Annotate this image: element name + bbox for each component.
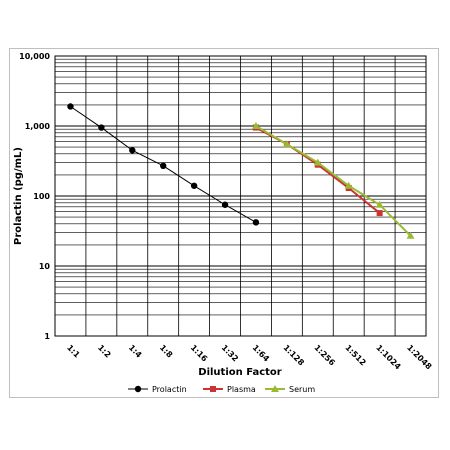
x-tick-label: 1:2 [96,343,113,360]
data-point [221,201,229,208]
x-tick-label: 1:64 [251,343,272,364]
data-point [160,162,167,170]
x-tick-label: 1:32 [220,343,240,363]
legend-label: Serum [289,385,315,394]
data-point [282,140,291,148]
x-tick-label: 1:16 [189,343,210,364]
legend-label: Plasma [227,385,256,394]
series-line [255,125,412,237]
series-line [255,126,381,214]
x-tick-label: 1:2048 [405,343,434,372]
chart-frame [9,48,439,398]
data-point [190,182,198,189]
x-tick-label: 1:8 [158,343,175,360]
x-tick-label: 1:4 [127,343,144,360]
series-layer [67,103,415,239]
y-tick-label: 1,000 [25,122,51,131]
y-tick-label: 1 [44,332,50,341]
y-tick-label: 100 [33,192,50,201]
data-point [344,181,353,189]
data-point [129,147,136,154]
data-point [375,200,384,208]
y-tick-label: 10 [39,262,51,271]
x-tick-label: 1:128 [281,343,306,368]
data-point [271,385,279,392]
series-plasma [252,124,383,217]
legend-label: Prolactin [152,385,187,394]
legend-item-serum: Serum [265,385,315,394]
data-point [406,231,415,239]
y-axis-title: Prolactin (pg/mL) [13,147,24,245]
x-tick-label: 1:512 [343,343,367,367]
legend: Prolactin Plasma Serum [128,385,315,394]
data-point [313,158,322,166]
legend-item-prolactin: Prolactin [128,385,187,394]
legend-item-plasma: Plasma [203,385,256,394]
x-tick-label: 1:1 [65,343,82,360]
x-tick-label: 1:1024 [374,343,403,372]
grid [54,55,427,337]
data-point [98,124,105,131]
series-prolactin [67,103,260,226]
data-point [67,103,74,110]
y-tick-label: 10,000 [19,52,50,61]
x-axis-title: Dilution Factor [198,367,282,378]
data-point [376,210,383,217]
plot-area-border [54,55,427,337]
x-tick-label: 1:256 [312,343,337,368]
series-serum [251,122,415,239]
y-tick-labels: 1 10 100 1,000 10,000 [19,52,50,341]
data-point [134,385,142,393]
data-point [251,122,260,129]
data-point [252,219,260,226]
data-point [210,386,216,392]
